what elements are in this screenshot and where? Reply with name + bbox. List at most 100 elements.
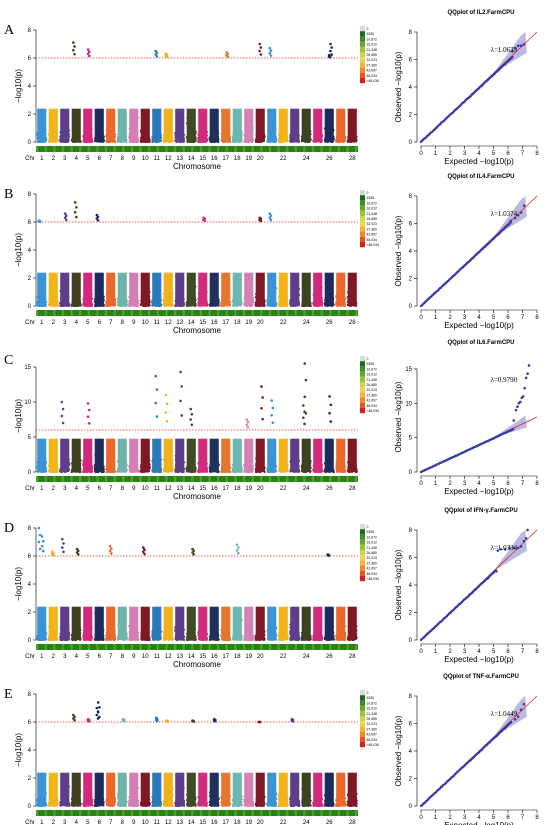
density-cell (277, 310, 280, 316)
qq-y-tick-label: 8 (409, 30, 413, 36)
density-cell (320, 146, 323, 152)
density-cell (217, 310, 220, 316)
snp-band (267, 108, 277, 142)
peak-group (258, 42, 263, 56)
density-cell (73, 310, 76, 316)
legend-swatch (360, 221, 365, 227)
chromosome-label: 7 (109, 320, 113, 326)
density-cell (130, 310, 133, 316)
density-cell (355, 310, 358, 316)
density-legend: 0533610,67216,01221,34826,68532,02337,36… (360, 26, 379, 84)
legend-swatch (360, 36, 365, 42)
density-cell (96, 146, 99, 152)
density-cell (133, 146, 136, 152)
y-tick-label: 10 (24, 400, 31, 406)
density-cell (306, 310, 309, 316)
density-cell (291, 310, 294, 316)
density-cell (41, 310, 44, 316)
snp-band (37, 438, 47, 472)
density-cell (251, 146, 254, 152)
peak-point (73, 201, 77, 204)
density-cell (271, 146, 274, 152)
density-cell (179, 310, 182, 316)
snp-band (83, 272, 93, 306)
legend-swatch (360, 67, 365, 73)
density-cell (309, 146, 312, 152)
density-cell (248, 310, 251, 316)
density-cell (257, 146, 260, 152)
chromosome-7-points (105, 272, 117, 308)
x-axis-title: Chromosome (173, 326, 222, 335)
density-cell (185, 146, 188, 152)
density-cell (271, 310, 274, 316)
chromosome-15-points (197, 272, 209, 307)
legend-label: 0 (367, 191, 369, 195)
density-cell (312, 146, 315, 152)
legend-swatch (360, 231, 365, 237)
density-cell (76, 310, 79, 316)
density-cell (243, 146, 246, 152)
peak-group (202, 216, 207, 223)
density-cell (349, 146, 352, 152)
density-cell (176, 310, 179, 316)
y-tick-label: 4 (28, 84, 32, 90)
peak-point (329, 49, 332, 53)
density-cell (300, 310, 303, 316)
density-cell (228, 146, 231, 152)
density-cell (326, 310, 329, 316)
chromosome-3-points (59, 438, 71, 474)
y-tick-label: 15 (24, 365, 31, 371)
density-cell (122, 146, 125, 152)
qq-y-tick-label: 0 (409, 140, 413, 146)
density-cell (79, 310, 82, 316)
legend-swatch (360, 242, 365, 248)
density-cell (153, 310, 156, 316)
legend-swatch (360, 72, 365, 78)
density-cell (266, 310, 269, 316)
density-cell (240, 146, 243, 152)
snp-band (347, 272, 357, 306)
chromosome-label: 12 (165, 320, 172, 326)
density-cell (113, 146, 116, 152)
density-cell (245, 146, 248, 152)
chromosome-23-points (289, 108, 301, 143)
chromosome-13-points (174, 108, 186, 144)
density-cell (260, 146, 263, 152)
chromosome-16-points (208, 272, 220, 308)
chromosome-label: 18 (234, 320, 241, 326)
legend-swatch (360, 62, 365, 68)
density-cell (59, 310, 62, 316)
peak-point (155, 54, 159, 58)
density-cell (145, 310, 148, 316)
density-cell (268, 146, 271, 152)
density-cell (225, 310, 228, 316)
density-cell (162, 310, 165, 316)
y-tick-label: 6 (28, 56, 32, 62)
density-cell (82, 146, 85, 152)
chromosome-11-points (151, 108, 163, 144)
chromosome-14-points (185, 108, 197, 144)
peak-point (165, 55, 169, 59)
chromosome-9-points (128, 272, 140, 308)
density-cell (136, 310, 139, 316)
density-cell (274, 146, 277, 152)
density-cell (202, 310, 205, 316)
density-cell (280, 146, 283, 152)
peak-point (73, 45, 76, 48)
density-cell (194, 310, 197, 316)
chromosome-label: 26 (326, 156, 333, 162)
density-cell (245, 310, 248, 316)
density-cell (113, 310, 116, 316)
peak-point (268, 46, 272, 50)
chromosome-2-points (47, 438, 59, 474)
density-legend: 0533610,67216,01221,34826,68532,02337,36… (360, 190, 379, 248)
qq-title: QQplot of IL4.FarmCPU (447, 174, 514, 180)
snp-band (186, 272, 196, 306)
chromosome-4-points (70, 438, 82, 474)
snp-band (221, 272, 231, 306)
density-cell (90, 146, 93, 152)
chromosome-label: 10 (142, 156, 149, 162)
density-cell (332, 146, 335, 152)
